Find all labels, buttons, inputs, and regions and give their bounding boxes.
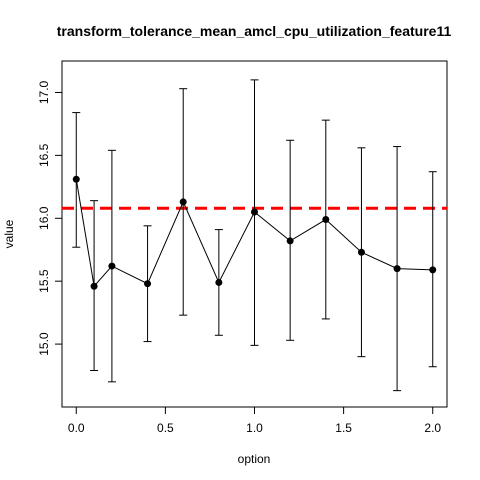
y-tick-label: 15.0 <box>37 332 51 356</box>
x-tick-label: 0.0 <box>68 421 85 435</box>
data-point <box>429 266 437 274</box>
y-tick-label: 17.0 <box>37 80 51 104</box>
data-point <box>322 216 330 224</box>
data-point <box>72 175 80 183</box>
data-point <box>286 237 294 245</box>
x-tick-label: 0.5 <box>157 421 174 435</box>
y-tick-label: 16.0 <box>37 206 51 230</box>
series-line <box>75 179 433 288</box>
chart-title: transform_tolerance_mean_amcl_cpu_utiliz… <box>57 23 452 39</box>
y-tick-label: 16.5 <box>37 143 51 167</box>
data-point <box>108 262 116 270</box>
data-point <box>144 280 152 288</box>
data-point <box>215 278 223 286</box>
y-axis: 15.0 15.5 16.0 16.5 17.0 <box>37 80 63 356</box>
x-tick-label: 2.0 <box>424 421 441 435</box>
data-point <box>357 248 365 256</box>
data-point <box>251 208 258 216</box>
y-axis-label: value <box>2 219 16 248</box>
x-tick-label: 1.0 <box>246 421 263 435</box>
x-axis: 0.0 0.5 1.0 1.5 2.0 <box>68 406 441 435</box>
data-point <box>179 198 187 206</box>
error-bars <box>72 79 437 392</box>
data-points <box>72 175 437 290</box>
x-axis-label: option <box>238 452 271 466</box>
x-tick-label: 1.5 <box>335 421 352 435</box>
data-point <box>393 265 401 273</box>
data-point <box>90 282 98 290</box>
y-tick-label: 15.5 <box>37 269 51 293</box>
